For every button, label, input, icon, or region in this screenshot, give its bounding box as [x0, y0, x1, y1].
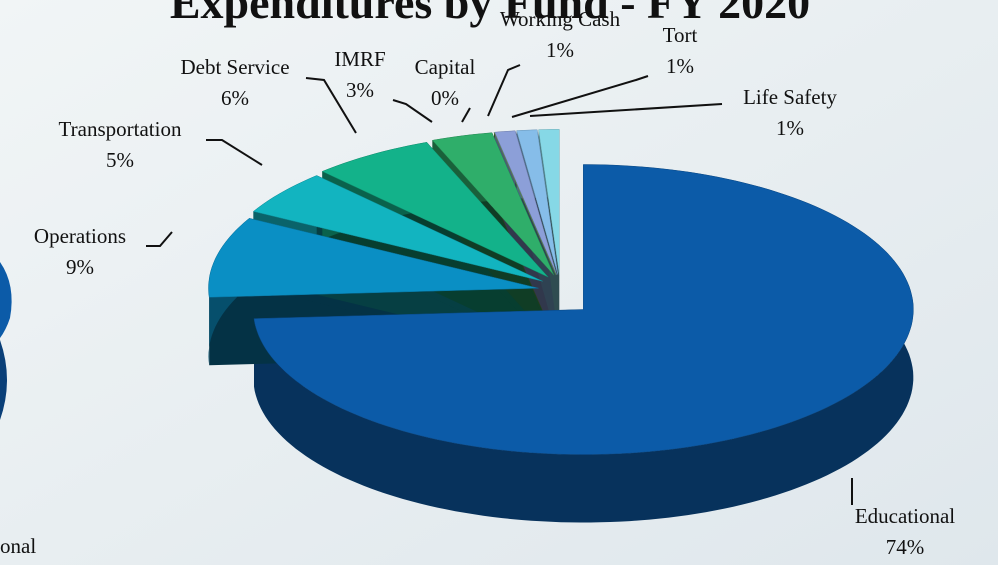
slice [208, 218, 539, 298]
value-label: 6% [221, 86, 249, 110]
slice [494, 130, 557, 275]
value-label: 74% [886, 535, 925, 559]
value-label: 9% [66, 255, 94, 279]
slice [516, 129, 559, 275]
value-label: 1% [666, 54, 694, 78]
leader-line [305, 77, 357, 134]
value-label: 1% [546, 38, 574, 62]
left-fragment: onal [0, 262, 36, 558]
slice-tops [208, 129, 914, 455]
slice [538, 129, 560, 275]
value-label: 3% [346, 78, 374, 102]
leader-line [146, 231, 173, 247]
slice-label: IMRF [334, 47, 385, 71]
value-label: 1% [776, 116, 804, 140]
leader-line [206, 139, 263, 166]
slice-label: Debt Service [180, 55, 289, 79]
slice [493, 132, 557, 275]
value-label: 0% [431, 86, 459, 110]
slice-label: Capital [415, 55, 476, 79]
fragment-pie-top [0, 262, 12, 338]
slice-label: Transportation [59, 117, 182, 141]
slice [321, 142, 549, 278]
slice-label: Educational [855, 504, 955, 528]
slice [253, 164, 914, 455]
slice [431, 132, 555, 276]
leader-line [487, 64, 521, 117]
leader-line [392, 99, 433, 123]
slice-label: Tort [663, 23, 698, 47]
value-label: 5% [106, 148, 134, 172]
leader-line [461, 107, 471, 123]
labels: Educational 74% Operations 9% Transportation… [34, 7, 955, 559]
slice-label: Life Safety [743, 85, 837, 109]
fragment-label: onal [0, 534, 36, 558]
slice [252, 175, 543, 282]
leader-line [529, 103, 723, 117]
leader-line [511, 75, 649, 118]
slice-label: Working Cash [500, 7, 621, 31]
slice-label: Operations [34, 224, 126, 248]
chart-title: Expenditures by Fund - FY 2020 [170, 0, 810, 28]
